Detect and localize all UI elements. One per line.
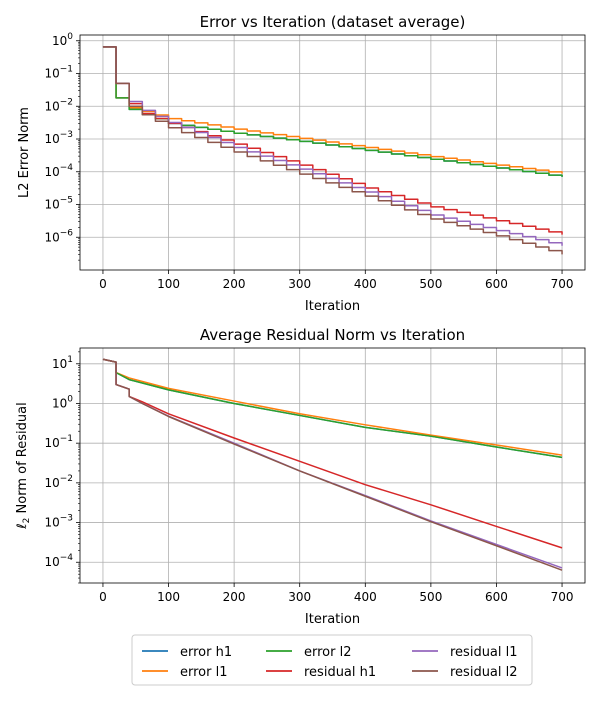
error-chart-xtick-label: 400: [354, 277, 377, 291]
residual-chart-ylabel: ℓ2 Norm of Residual: [15, 402, 32, 529]
error-chart-series-residual-l2: [102, 46, 563, 255]
residual-chart-xtick-label: 300: [288, 590, 311, 604]
legend-label-error-l1: error l1: [180, 665, 228, 680]
error-chart-ytick-label: 10−1: [44, 65, 73, 81]
legend-label-error-h1: error h1: [180, 645, 232, 660]
error-chart-series-error-l1: [102, 46, 563, 174]
error-chart: 0 100 200 300 400 500 600 700 10−610−510−410−31…: [17, 13, 586, 314]
error-chart-ylabel: L2 Error Norm: [17, 107, 32, 198]
residual-chart-title: Average Residual Norm vs Iteration: [200, 326, 465, 344]
error-chart-grid: [80, 35, 585, 270]
error-chart-xtick-label: 700: [551, 277, 574, 291]
residual-chart-xtick-label: 0: [99, 590, 107, 604]
error-chart-xlabel: Iteration: [305, 299, 360, 314]
ylabel-rest: Norm of Residual: [15, 402, 30, 517]
legend-label-residual-l2: residual l2: [450, 665, 518, 680]
error-chart-xticks: 0 100 200 300 400 500 600 700: [99, 270, 573, 291]
error-chart-yticks: 10−6 10−5 10−4 10−3 10−2 10−1 100: [44, 32, 80, 261]
residual-chart-xticks: 0 100 200 300 400 500 600 700: [99, 583, 573, 604]
error-chart-title: Error vs Iteration (dataset average): [200, 13, 466, 31]
error-chart-ytick-label: 100: [52, 32, 73, 48]
legend-label-residual-l1: residual l1: [450, 645, 518, 660]
error-chart-ytick-label: 10−5: [44, 196, 73, 212]
residual-chart-ytick-label: 10−3: [44, 514, 73, 530]
error-chart-ytick-label: 10−2: [44, 97, 73, 113]
error-chart-series-residual-l1: [102, 46, 563, 246]
legend-label-residual-h1: residual h1: [304, 665, 376, 680]
residual-chart-xtick-label: 400: [354, 590, 377, 604]
residual-chart-frame: [79, 347, 586, 584]
error-chart-ytick-label: 10−4: [44, 163, 73, 179]
residual-chart-ytick-label: 100: [52, 394, 73, 410]
residual-chart-xtick-label: 100: [157, 590, 180, 604]
residual-chart-yticks: 10−4 10−3 10−2 10−1 100 101: [44, 351, 80, 584]
residual-chart-xtick-label: 200: [223, 590, 246, 604]
residual-chart-xtick-label: 700: [551, 590, 574, 604]
residual-chart-xlabel: Iteration: [305, 612, 360, 627]
residual-chart-ytick-label: 10−1: [44, 434, 73, 450]
residual-chart-ytick-label: 10−2: [44, 474, 73, 490]
error-chart-xtick-label: 600: [485, 277, 508, 291]
error-chart-xtick-label: 500: [419, 277, 442, 291]
error-chart-ytick-label: 10−6: [44, 228, 73, 244]
error-chart-series: [102, 46, 563, 255]
residual-chart-ytick-label: 101: [52, 355, 73, 371]
error-chart-xtick-label: 100: [157, 277, 180, 291]
error-chart-frame: [79, 34, 586, 271]
residual-chart-ytick-label: 10−4: [44, 553, 73, 569]
residual-chart-xtick-label: 600: [485, 590, 508, 604]
error-chart-xtick-label: 0: [99, 277, 107, 291]
residual-chart-xtick-label: 500: [419, 590, 442, 604]
residual-chart-series: [102, 358, 563, 571]
error-chart-xtick-label: 300: [288, 277, 311, 291]
residual-chart-series-residual-l2: [102, 358, 563, 571]
ylabel-ell: ℓ: [15, 523, 30, 529]
residual-chart: 0 100 200 300 400 500 600 700 10−410−310−210−11…: [15, 326, 586, 627]
legend-box: [131, 634, 533, 686]
legend-label-error-l2: error l2: [304, 645, 352, 660]
legend: error h1 error l1 error l2 residual h1 resid…: [131, 634, 533, 686]
error-chart-ytick-label: 10−3: [44, 130, 73, 146]
error-chart-xtick-label: 200: [223, 277, 246, 291]
ylabel-subscript: 2: [22, 518, 32, 524]
